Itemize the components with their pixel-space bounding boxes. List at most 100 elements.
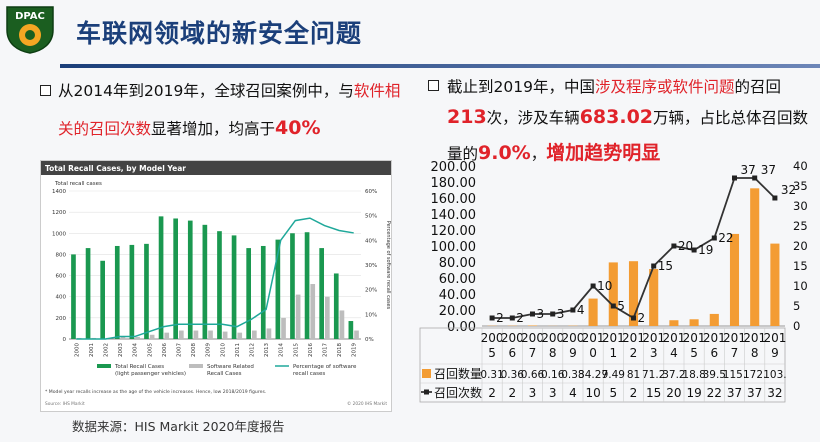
y-tick-label: 200.00 bbox=[431, 160, 477, 175]
x-tick-label: 2003 bbox=[118, 343, 124, 357]
y-tick-label: 0 bbox=[63, 337, 67, 343]
table-year-label: 7 bbox=[731, 346, 739, 360]
y-right-tick-label: 60% bbox=[365, 189, 377, 195]
table-year-label: 7 bbox=[529, 346, 537, 360]
x-tick-label: 2004 bbox=[133, 343, 139, 357]
y-right-tick-label: 20% bbox=[365, 288, 377, 294]
chart-footnote: * Model year recalls increase as the age… bbox=[45, 389, 266, 395]
legend-label-software: Software Related bbox=[207, 364, 254, 370]
left-bullet-line-2: 关的召回次数显著增加，均高于40% bbox=[58, 117, 321, 139]
recall-volume-bar bbox=[690, 319, 699, 326]
bullet-box-icon bbox=[428, 80, 439, 91]
table-cell-count: 15 bbox=[646, 386, 661, 400]
recall-volume-bar bbox=[609, 262, 618, 326]
table-cell-count: 22 bbox=[707, 386, 722, 400]
x-tick-label: 2013 bbox=[264, 343, 270, 357]
x-tick-label: 2000 bbox=[74, 343, 80, 357]
x-tick-label: 2015 bbox=[293, 343, 299, 357]
y-tick-label: 180.00 bbox=[431, 176, 477, 191]
x-tick-label: 2002 bbox=[104, 343, 110, 357]
software-recall-bar bbox=[354, 331, 359, 339]
y-right-tick-label: 30% bbox=[365, 263, 377, 269]
total-recall-bar bbox=[188, 221, 193, 339]
y-right-tick-label: 10 bbox=[793, 279, 808, 293]
x-tick-label: 2018 bbox=[337, 343, 343, 357]
x-tick-label: 2008 bbox=[191, 343, 197, 357]
recall-count-marker bbox=[570, 308, 575, 313]
recall-volume-bar bbox=[750, 188, 759, 326]
y-right-tick-label: 40 bbox=[793, 160, 808, 173]
recall-count-marker bbox=[530, 312, 535, 317]
recall-count-marker bbox=[490, 316, 495, 321]
y-tick-label: 60.00 bbox=[439, 272, 476, 287]
table-year-label: 5 bbox=[690, 346, 698, 360]
right-bullet-line-2: 213次，涉及车辆683.02万辆，占比总体召回数 bbox=[447, 106, 808, 128]
y-right-tick-label: 20 bbox=[793, 239, 808, 253]
legend-swatch-software bbox=[189, 364, 203, 368]
slide-title: 车联网领域的新安全问题 bbox=[76, 14, 362, 50]
x-tick-label: 2005 bbox=[147, 343, 153, 357]
total-recall-bar bbox=[173, 218, 178, 339]
legend-label-pct-sub: recall cases bbox=[293, 371, 325, 377]
y-tick-label: 600 bbox=[56, 274, 67, 280]
y-tick-label: 160.00 bbox=[431, 192, 477, 207]
recall-volume-bar bbox=[710, 314, 719, 326]
y-right-axis-label: Percentage of software recall cases bbox=[385, 221, 391, 310]
legend-label-software-sub: Recall Cases bbox=[207, 371, 242, 377]
recall-count-data-label: 22 bbox=[718, 231, 733, 245]
software-recall-bar bbox=[340, 310, 345, 339]
y-tick-label: 140.00 bbox=[431, 208, 477, 223]
y-tick-label: 1400 bbox=[52, 189, 66, 195]
recall-count-data-label: 4 bbox=[577, 303, 585, 317]
recall-count-marker bbox=[651, 264, 656, 269]
recall-count-data-label: 3 bbox=[557, 307, 565, 321]
table-row-label-count: 召回次数 bbox=[434, 385, 482, 400]
y-tick-label: 800 bbox=[56, 252, 67, 258]
table-cell-count: 2 bbox=[630, 386, 638, 400]
total-recall-bar bbox=[261, 246, 266, 339]
software-recall-bar bbox=[237, 333, 242, 339]
recall-volume-bar bbox=[669, 320, 678, 326]
table-cell-count: 37 bbox=[727, 386, 742, 400]
software-recall-bar bbox=[223, 332, 228, 339]
right-bullet-line-1: 截止到2019年，中国涉及程序或软件问题的召回 bbox=[447, 75, 781, 97]
y-right-tick-label: 50% bbox=[365, 214, 377, 220]
y-right-tick-label: 15 bbox=[793, 259, 808, 273]
legend-swatch-recall-volume bbox=[422, 369, 431, 378]
recall-count-data-label: 32 bbox=[781, 183, 796, 197]
software-recall-bar bbox=[164, 333, 169, 339]
y-tick-label: 1000 bbox=[52, 231, 66, 237]
table-cell-count: 5 bbox=[609, 386, 617, 400]
table-cell-count: 3 bbox=[529, 386, 537, 400]
x-tick-label: 2016 bbox=[308, 343, 314, 357]
y-right-tick-label: 0% bbox=[365, 337, 374, 343]
total-recall-bar bbox=[290, 233, 295, 339]
table-year-label: 9 bbox=[771, 346, 779, 360]
total-recall-bar bbox=[86, 248, 91, 339]
total-recall-bar bbox=[144, 244, 149, 339]
recall-count-marker bbox=[611, 304, 616, 309]
table-cell-count: 37 bbox=[747, 386, 762, 400]
x-tick-label: 2017 bbox=[323, 343, 329, 357]
x-tick-label: 2011 bbox=[235, 343, 241, 357]
y-right-tick-label: 0 bbox=[793, 319, 800, 333]
y-tick-label: 80.00 bbox=[439, 256, 476, 271]
recall-count-marker bbox=[712, 236, 717, 241]
legend-label-pct: Percentage of software bbox=[293, 364, 357, 370]
x-tick-label: 2019 bbox=[352, 343, 358, 357]
table-cell-count: 19 bbox=[686, 386, 701, 400]
table-year-label: 1 bbox=[609, 346, 617, 360]
recall-count-data-label: 2 bbox=[638, 311, 646, 325]
y-right-tick-label: 30 bbox=[793, 199, 808, 213]
left-bullet-line-1: 从2014年到2019年，全球召回案例中，与软件相 bbox=[58, 79, 400, 101]
data-source-note: 数据来源：HIS Markit 2020年度报告 bbox=[72, 416, 284, 435]
y-right-tick-label: 40% bbox=[365, 238, 377, 244]
software-recall-bar bbox=[325, 297, 330, 339]
table-year-label: 6 bbox=[710, 346, 718, 360]
recall-count-data-label: 19 bbox=[698, 243, 713, 257]
total-recall-bar bbox=[305, 232, 310, 339]
recall-count-marker bbox=[510, 316, 515, 321]
table-year-label: 201 bbox=[763, 331, 786, 345]
